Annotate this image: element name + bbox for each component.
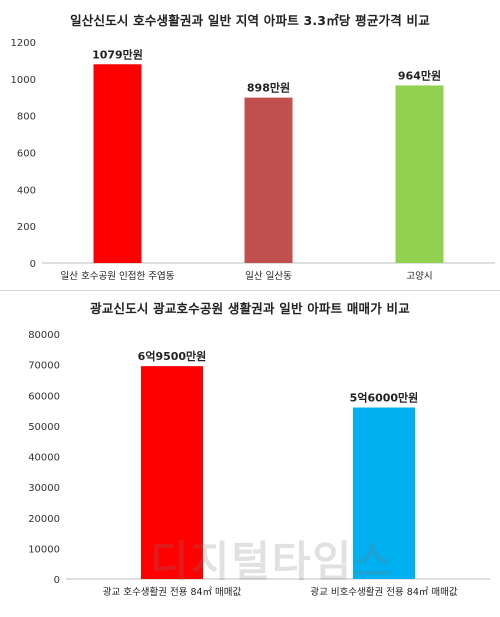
data-label: 6억9500만원 [138,349,207,363]
bar [395,85,444,263]
y-tick-label: 1200 [11,38,36,49]
y-tick-label: 200 [17,222,36,233]
y-tick-label: 0 [54,575,60,586]
chart-gwanggyo: 0 10000 20000 30000 40000 50000 60000 70000 8000… [28,330,490,598]
bar [244,97,293,263]
bar [141,366,203,579]
y-tick-label: 600 [17,149,36,160]
category-label: 일산 일산동 [245,271,292,282]
data-label: 1079만원 [92,47,143,61]
category-label: 광교 비호수생활권 전용 84㎡ 매매값 [310,586,458,598]
data-label: 898만원 [247,81,290,95]
category-label: 광교 호수생활권 전용 84㎡ 매매값 [103,586,242,598]
y-tick-label: 800 [17,112,36,123]
y-tick-label: 40000 [28,453,60,464]
y-tick-label: 400 [17,185,36,196]
y-tick-label: 0 [30,259,36,270]
y-tick-label: 50000 [28,422,60,433]
data-label: 964만원 [398,68,441,82]
bar [353,407,415,579]
chart-title: 일산신도시 호수생활권과 일반 지역 아파트 3.3㎡당 평균가격 비교 [70,13,430,28]
category-label: 일산 호수공원 인접한 주엽동 [61,270,175,282]
watermark-logo: 디지털타임스 [150,537,394,586]
y-tick-label: 30000 [28,483,60,494]
y-tick-label: 70000 [28,361,60,372]
data-label: 5억6000만원 [350,391,419,405]
y-tick-label: 80000 [28,330,60,341]
chart-title: 광교신도시 광교호수공원 생활권과 일반 아파트 매매가 비교 [90,301,410,316]
y-tick-label: 10000 [28,544,60,555]
y-tick-label: 60000 [28,391,60,402]
y-tick-label: 20000 [28,514,60,525]
bar [93,64,142,263]
category-label: 고양시 [406,271,432,282]
chart-panel-bottom: 광교신도시 광교호수공원 생활권과 일반 아파트 매매가 비교 0 10000 20… [0,292,500,617]
chart-panel-top: 일산신도시 호수생활권과 일반 지역 아파트 3.3㎡당 평균가격 비교 0 20… [0,0,500,291]
y-tick-label: 1000 [11,75,36,86]
